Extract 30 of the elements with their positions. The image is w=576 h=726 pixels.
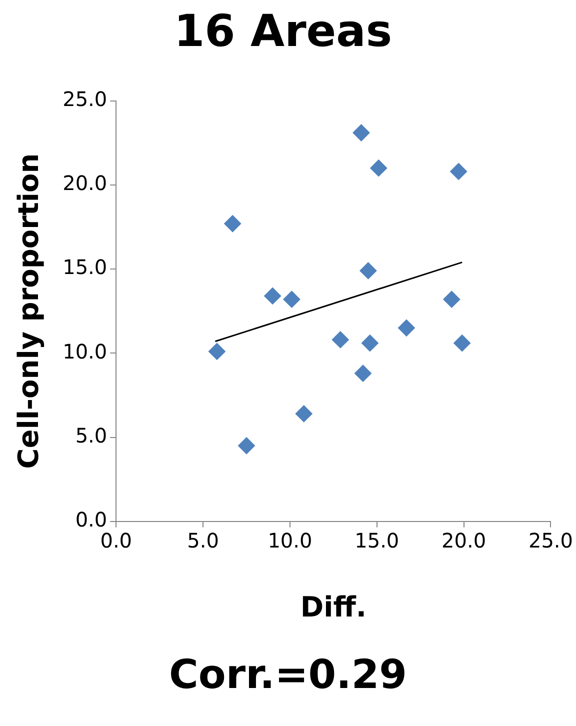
x-tick-label: 10.0 [268,528,312,553]
point [208,342,226,360]
point [370,160,388,177]
y-axis-title: Cell-only proportion [12,153,46,469]
point [352,124,370,142]
x-axis-title: Diff. [300,590,367,624]
point [264,287,282,304]
point [295,405,312,422]
y-tick-label: 10.0 [62,339,108,364]
point [332,331,349,348]
point [398,319,415,336]
point [443,290,460,308]
y-tick-label: 15.0 [62,255,108,280]
x-tick-label: 25.0 [528,528,573,553]
y-tick-label: 25.0 [62,87,108,112]
x-tick-label: 20.0 [442,528,486,553]
y-tick-label: 20.0 [62,171,108,196]
point [450,162,468,180]
text: Corr.=0.29 [168,652,408,698]
point [454,334,471,352]
y-tick-label: 5.0 [75,423,108,448]
point [360,262,377,280]
point [224,215,242,232]
point [354,364,372,382]
chart-title: 16 Areas [174,6,392,57]
x-tick-label: 5.0 [187,528,219,553]
point [361,334,378,352]
point [283,290,300,308]
x-tick-label: 15.0 [354,528,400,553]
point [238,437,256,454]
